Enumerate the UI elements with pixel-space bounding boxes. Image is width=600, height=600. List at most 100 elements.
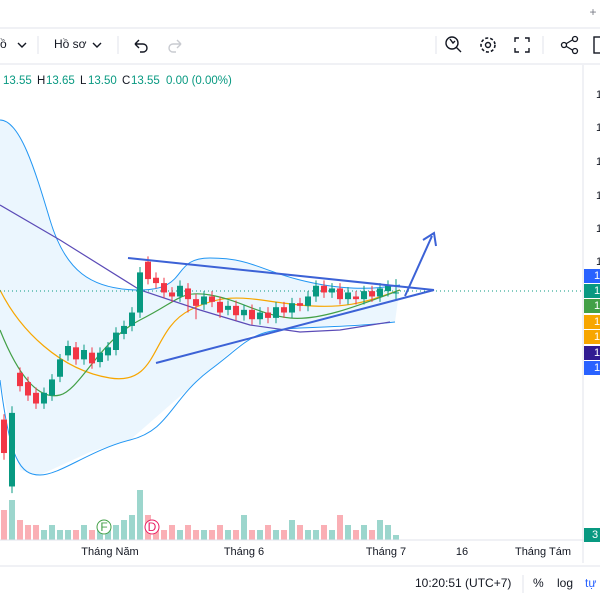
price-badge bbox=[584, 361, 600, 375]
candle-body bbox=[73, 347, 79, 360]
candle-body bbox=[369, 291, 375, 297]
chevron bbox=[92, 42, 102, 48]
event-marker-label: D bbox=[148, 520, 157, 534]
volume-bar bbox=[329, 530, 335, 540]
volume-bar bbox=[289, 520, 295, 540]
candle-body bbox=[353, 296, 359, 300]
volume-bar bbox=[41, 530, 47, 540]
candle-body bbox=[257, 312, 263, 320]
candle-body bbox=[241, 309, 247, 316]
volume-bar bbox=[345, 525, 351, 540]
volume-bar bbox=[369, 530, 375, 540]
share-icon-node bbox=[560, 41, 568, 49]
volume-bar bbox=[337, 515, 343, 540]
settings-icon[interactable] bbox=[480, 37, 496, 53]
candle-body bbox=[105, 347, 111, 356]
volume-badge-label: 3 bbox=[592, 529, 598, 541]
volume-bar bbox=[33, 525, 39, 540]
close-value: 13.55 bbox=[131, 75, 160, 87]
volume-bar bbox=[209, 530, 215, 540]
bollinger-lower bbox=[0, 321, 396, 476]
volume-bar bbox=[273, 530, 279, 540]
moving-average bbox=[0, 204, 391, 333]
bollinger-fill bbox=[0, 120, 400, 475]
volume-bar bbox=[393, 535, 399, 540]
volume-bar bbox=[377, 520, 383, 540]
candle-body bbox=[89, 352, 95, 364]
candle-body bbox=[113, 332, 119, 350]
candle-body bbox=[57, 359, 63, 377]
candle-body bbox=[97, 352, 103, 363]
event-marker-label: F bbox=[100, 520, 107, 534]
volume-bar bbox=[169, 525, 175, 540]
candle-body bbox=[297, 303, 303, 306]
settings-icon-center bbox=[484, 41, 492, 49]
volume-bar bbox=[49, 525, 55, 540]
auto-toggle[interactable]: tự bbox=[585, 576, 596, 590]
price-badge-label: 1 bbox=[594, 347, 600, 359]
redo-icon[interactable] bbox=[168, 39, 182, 53]
price-badge-label: 1 bbox=[594, 270, 600, 282]
high-value: 13.65 bbox=[46, 75, 75, 87]
x-axis-label: Tháng Tám bbox=[515, 546, 571, 558]
price-badge bbox=[584, 346, 600, 360]
candle-body bbox=[329, 288, 335, 293]
price-badge bbox=[584, 269, 600, 283]
candle-body bbox=[289, 303, 295, 313]
candle-body bbox=[209, 296, 215, 302]
fullscreen-icon[interactable] bbox=[514, 37, 530, 53]
candle-body bbox=[193, 299, 199, 306]
replay-icon[interactable] bbox=[445, 36, 459, 50]
volume-bar bbox=[241, 515, 247, 540]
volume-bar bbox=[1, 510, 7, 540]
volume-bar bbox=[57, 530, 63, 540]
price-badge bbox=[584, 284, 600, 298]
candle-body bbox=[17, 372, 23, 387]
candle-body bbox=[121, 325, 127, 334]
volume-bar bbox=[25, 525, 31, 540]
price-axis-label: 1 bbox=[596, 223, 600, 235]
volume-bar bbox=[257, 530, 263, 540]
price-badge-label: 1 bbox=[594, 300, 600, 312]
candle-body bbox=[145, 261, 151, 280]
candle-body bbox=[249, 309, 255, 320]
price-badge-label: 1 bbox=[594, 285, 600, 297]
volume-bar bbox=[113, 525, 119, 540]
share-icon-node bbox=[571, 35, 579, 43]
price-badge-label: 1 bbox=[594, 331, 600, 343]
candle-body bbox=[201, 296, 207, 305]
x-axis-label: Tháng Năm bbox=[81, 546, 138, 558]
candle-body bbox=[49, 379, 55, 396]
share-icon-node bbox=[571, 47, 579, 55]
high-label: H bbox=[37, 75, 45, 87]
breakout-arrow bbox=[404, 231, 437, 297]
volume-bar bbox=[137, 490, 143, 540]
profile-button[interactable]: Hồ sơ bbox=[54, 37, 87, 51]
candle-body bbox=[153, 277, 159, 284]
add-tab-icon[interactable]: + bbox=[589, 5, 596, 19]
candle-body bbox=[281, 307, 287, 313]
panel-icon[interactable] bbox=[593, 36, 600, 54]
undo-icon[interactable] bbox=[134, 39, 148, 53]
volume-bar bbox=[361, 525, 367, 540]
volume-bar bbox=[385, 525, 391, 540]
candle-body bbox=[177, 285, 183, 297]
volume-bar bbox=[161, 530, 167, 540]
candle-body bbox=[129, 312, 135, 326]
volume-bar bbox=[225, 530, 231, 540]
volume-bar bbox=[177, 530, 183, 540]
x-axis-label: Tháng 7 bbox=[366, 546, 406, 558]
candle-body bbox=[1, 419, 7, 454]
volume-bar bbox=[121, 520, 127, 540]
volume-bar bbox=[65, 530, 71, 540]
price-axis-label: 1 bbox=[596, 256, 600, 268]
low-value: 13.50 bbox=[88, 75, 117, 87]
candle-body bbox=[265, 312, 271, 318]
log-toggle[interactable]: log bbox=[557, 576, 573, 590]
chart-type-button[interactable]: ồ bbox=[0, 37, 7, 51]
change-value: 0.00 (0.00%) bbox=[166, 75, 232, 87]
percent-toggle[interactable]: % bbox=[533, 576, 544, 590]
price-badge-label: 1 bbox=[594, 362, 600, 374]
volume-bar bbox=[281, 530, 287, 540]
